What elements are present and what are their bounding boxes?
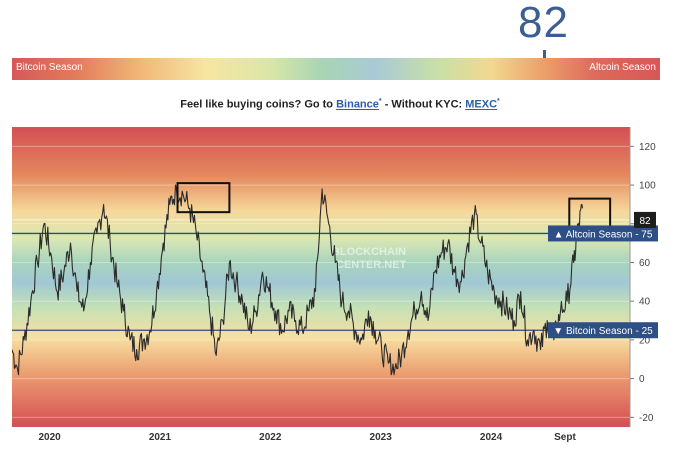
altcoin-season-chart: BLOCKCHAIN CENTER.NET 120100806040200-20…	[11, 127, 663, 453]
current-value-badge	[634, 211, 656, 228]
y-tick-label: 0	[639, 374, 645, 385]
y-tick-label: 120	[639, 142, 656, 153]
watermark: BLOCKCHAIN CENTER.NET	[332, 246, 407, 271]
chart-background	[12, 127, 630, 427]
promo-prefix: Feel like buying coins? Go to	[180, 98, 334, 111]
threshold-badge	[548, 225, 658, 242]
x-axis-band	[12, 427, 663, 453]
promo-middle: - Without KYC:	[384, 98, 463, 111]
binance-link[interactable]: Binance	[336, 98, 379, 111]
mexc-mark: *	[497, 98, 500, 105]
x-tick-label: 2023	[370, 432, 393, 443]
mexc-link[interactable]: MEXC	[465, 98, 498, 111]
x-tick-label: Sept	[554, 432, 576, 443]
y-tick-label: 60	[639, 258, 651, 269]
y-tick-label: 40	[639, 297, 651, 308]
watermark-line2: CENTER.NET	[336, 259, 407, 271]
y-tick-label: 100	[639, 181, 656, 192]
x-tick-label: 2020	[38, 432, 61, 443]
x-axis: 2020 2021 2022 2023 2024 Sept	[38, 432, 576, 443]
bitcoin-season-label: Bitcoin Season	[16, 62, 83, 73]
threshold-labels: ▲ Altcoin Season - 75 ▼ Bitcoin Season - …	[548, 211, 658, 339]
chart-panel: BLOCKCHAIN CENTER.NET 120100806040200-20…	[11, 127, 663, 453]
threshold-badge-label: ▼ Bitcoin Season - 25	[553, 326, 653, 337]
y-tick-label: 20	[639, 335, 651, 346]
watermark-line1: BLOCKCHAIN	[332, 246, 406, 258]
x-tick-label: 2022	[259, 432, 282, 443]
x-tick-label: 2024	[480, 432, 503, 443]
index-value: 82	[518, 0, 569, 47]
promo-banner: Feel like buying coins? Go to Binance* -…	[0, 98, 680, 111]
current-value-label: 82	[639, 216, 651, 227]
x-tick-label: 2021	[149, 432, 172, 443]
season-gradient-bar: Bitcoin Season Altcoin Season	[12, 58, 660, 80]
y-axis: 120100806040200-20	[629, 127, 656, 427]
index-series-line	[11, 184, 584, 376]
y-tick-label: -20	[639, 413, 654, 424]
altcoin-season-label: Altcoin Season	[589, 62, 656, 73]
threshold-badge	[548, 322, 658, 339]
gridlines	[12, 145, 630, 418]
threshold-badge-label: ▲ Altcoin Season - 75	[554, 229, 653, 240]
highlight-box	[176, 182, 231, 214]
binance-mark: *	[378, 98, 382, 105]
threshold-lines	[12, 219, 630, 331]
